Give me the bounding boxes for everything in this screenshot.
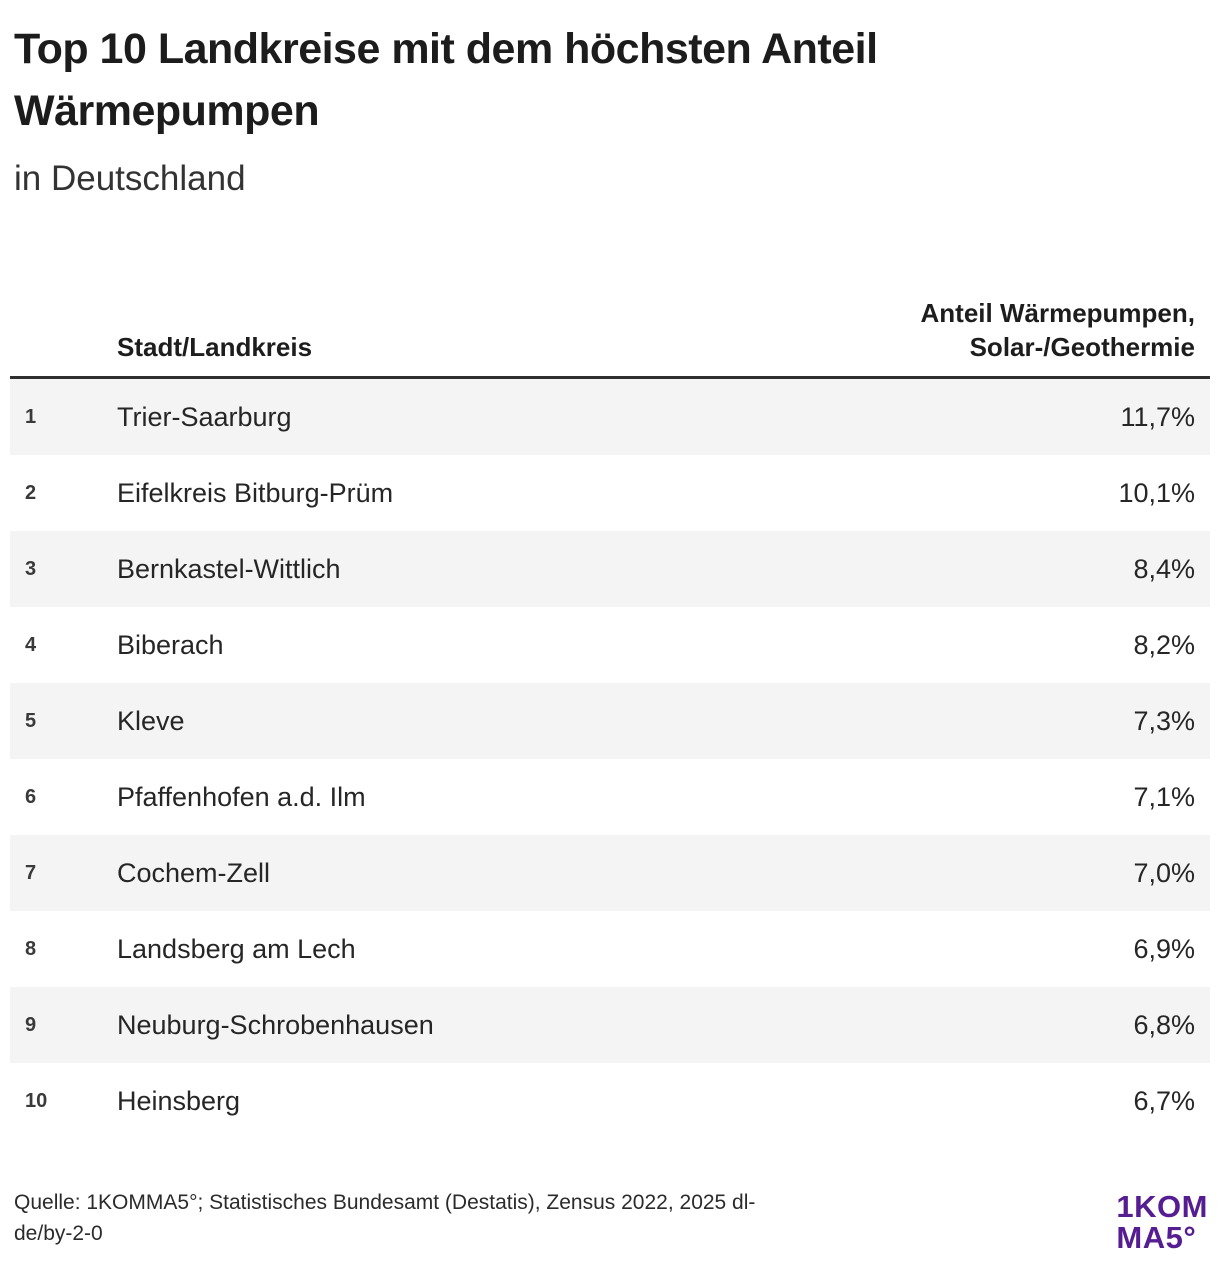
rank-cell: 2 — [25, 481, 37, 504]
rank-cell: 10 — [25, 1089, 48, 1112]
table-row: 8 Landsberg am Lech 6,9% — [10, 911, 1210, 987]
value-column-header-line-1: Anteil Wärmepumpen, — [920, 298, 1195, 328]
value-cell: 7,3% — [1133, 705, 1195, 736]
logo-line-2: MA5° — [1116, 1220, 1197, 1255]
table-row: 2 Eifelkreis Bitburg-Prüm 10,1% — [10, 455, 1210, 531]
table-row: 10 Heinsberg 6,7% — [10, 1063, 1210, 1139]
rank-cell: 9 — [25, 1013, 37, 1036]
value-column-header: Anteil Wärmepumpen, Solar-/Geothermie — [921, 296, 1195, 364]
rank-cell: 6 — [25, 785, 37, 808]
rank-cell: 8 — [25, 937, 37, 960]
rank-cell: 1 — [25, 405, 37, 428]
value-cell: 10,1% — [1118, 477, 1195, 508]
chart-subtitle: in Deutschland — [14, 159, 246, 198]
value-cell: 6,9% — [1133, 933, 1195, 964]
chart-footer: Quelle: 1KOMMA5°; Statistisches Bundesam… — [10, 1187, 1210, 1253]
table-header-row: Stadt/Landkreis Anteil Wärmepumpen, Sola… — [10, 296, 1210, 379]
1komma5-logo: 1KOM MA5° — [1116, 1191, 1208, 1253]
source-line-1: Quelle: 1KOMMA5°; Statistisches Bundesam… — [14, 1191, 756, 1214]
rank-cell: 4 — [25, 633, 37, 656]
chart-title-line-2: Wärmepumpen — [14, 87, 320, 135]
logo-line-1: 1KOM — [1116, 1189, 1208, 1224]
table-row: 3 Bernkastel-Wittlich 8,4% — [10, 531, 1210, 607]
rank-cell: 3 — [25, 557, 37, 580]
value-cell: 8,2% — [1133, 629, 1195, 660]
table-row: 9 Neuburg-Schrobenhausen 6,8% — [10, 987, 1210, 1063]
name-cell: Bernkastel-Wittlich — [117, 553, 341, 584]
value-cell: 6,7% — [1133, 1085, 1195, 1116]
name-cell: Landsberg am Lech — [117, 933, 356, 964]
value-cell: 7,1% — [1133, 781, 1195, 812]
table-row: 6 Pfaffenhofen a.d. Ilm 7,1% — [10, 759, 1210, 835]
name-cell: Eifelkreis Bitburg-Prüm — [117, 477, 394, 508]
name-cell: Biberach — [117, 629, 224, 660]
ranking-table: Stadt/Landkreis Anteil Wärmepumpen, Sola… — [10, 296, 1210, 1139]
name-column-header: Stadt/Landkreis — [117, 332, 313, 362]
source-attribution: Quelle: 1KOMMA5°; Statistisches Bundesam… — [14, 1187, 755, 1249]
value-cell: 8,4% — [1133, 553, 1195, 584]
name-cell: Trier-Saarburg — [117, 401, 292, 432]
chart-title-line-1: Top 10 Landkreise mit dem höchsten Antei… — [14, 25, 878, 73]
value-cell: 6,8% — [1133, 1009, 1195, 1040]
name-cell: Kleve — [117, 705, 185, 736]
source-line-2: de/by-2-0 — [14, 1222, 103, 1245]
table-row: 7 Cochem-Zell 7,0% — [10, 835, 1210, 911]
table-row: 4 Biberach 8,2% — [10, 607, 1210, 683]
table-row: 1 Trier-Saarburg 11,7% — [10, 379, 1210, 455]
rank-cell: 5 — [25, 709, 37, 732]
value-column-header-line-2: Solar-/Geothermie — [969, 332, 1195, 362]
name-cell: Heinsberg — [117, 1085, 241, 1116]
name-cell: Neuburg-Schrobenhausen — [117, 1009, 434, 1040]
chart-header: Top 10 Landkreise mit dem höchsten Antei… — [0, 0, 1220, 202]
name-cell: Pfaffenhofen a.d. Ilm — [117, 781, 366, 812]
value-cell: 7,0% — [1133, 857, 1195, 888]
rank-cell: 7 — [25, 861, 37, 884]
value-cell: 11,7% — [1120, 401, 1195, 432]
name-cell: Cochem-Zell — [117, 857, 271, 888]
table-row: 5 Kleve 7,3% — [10, 683, 1210, 759]
